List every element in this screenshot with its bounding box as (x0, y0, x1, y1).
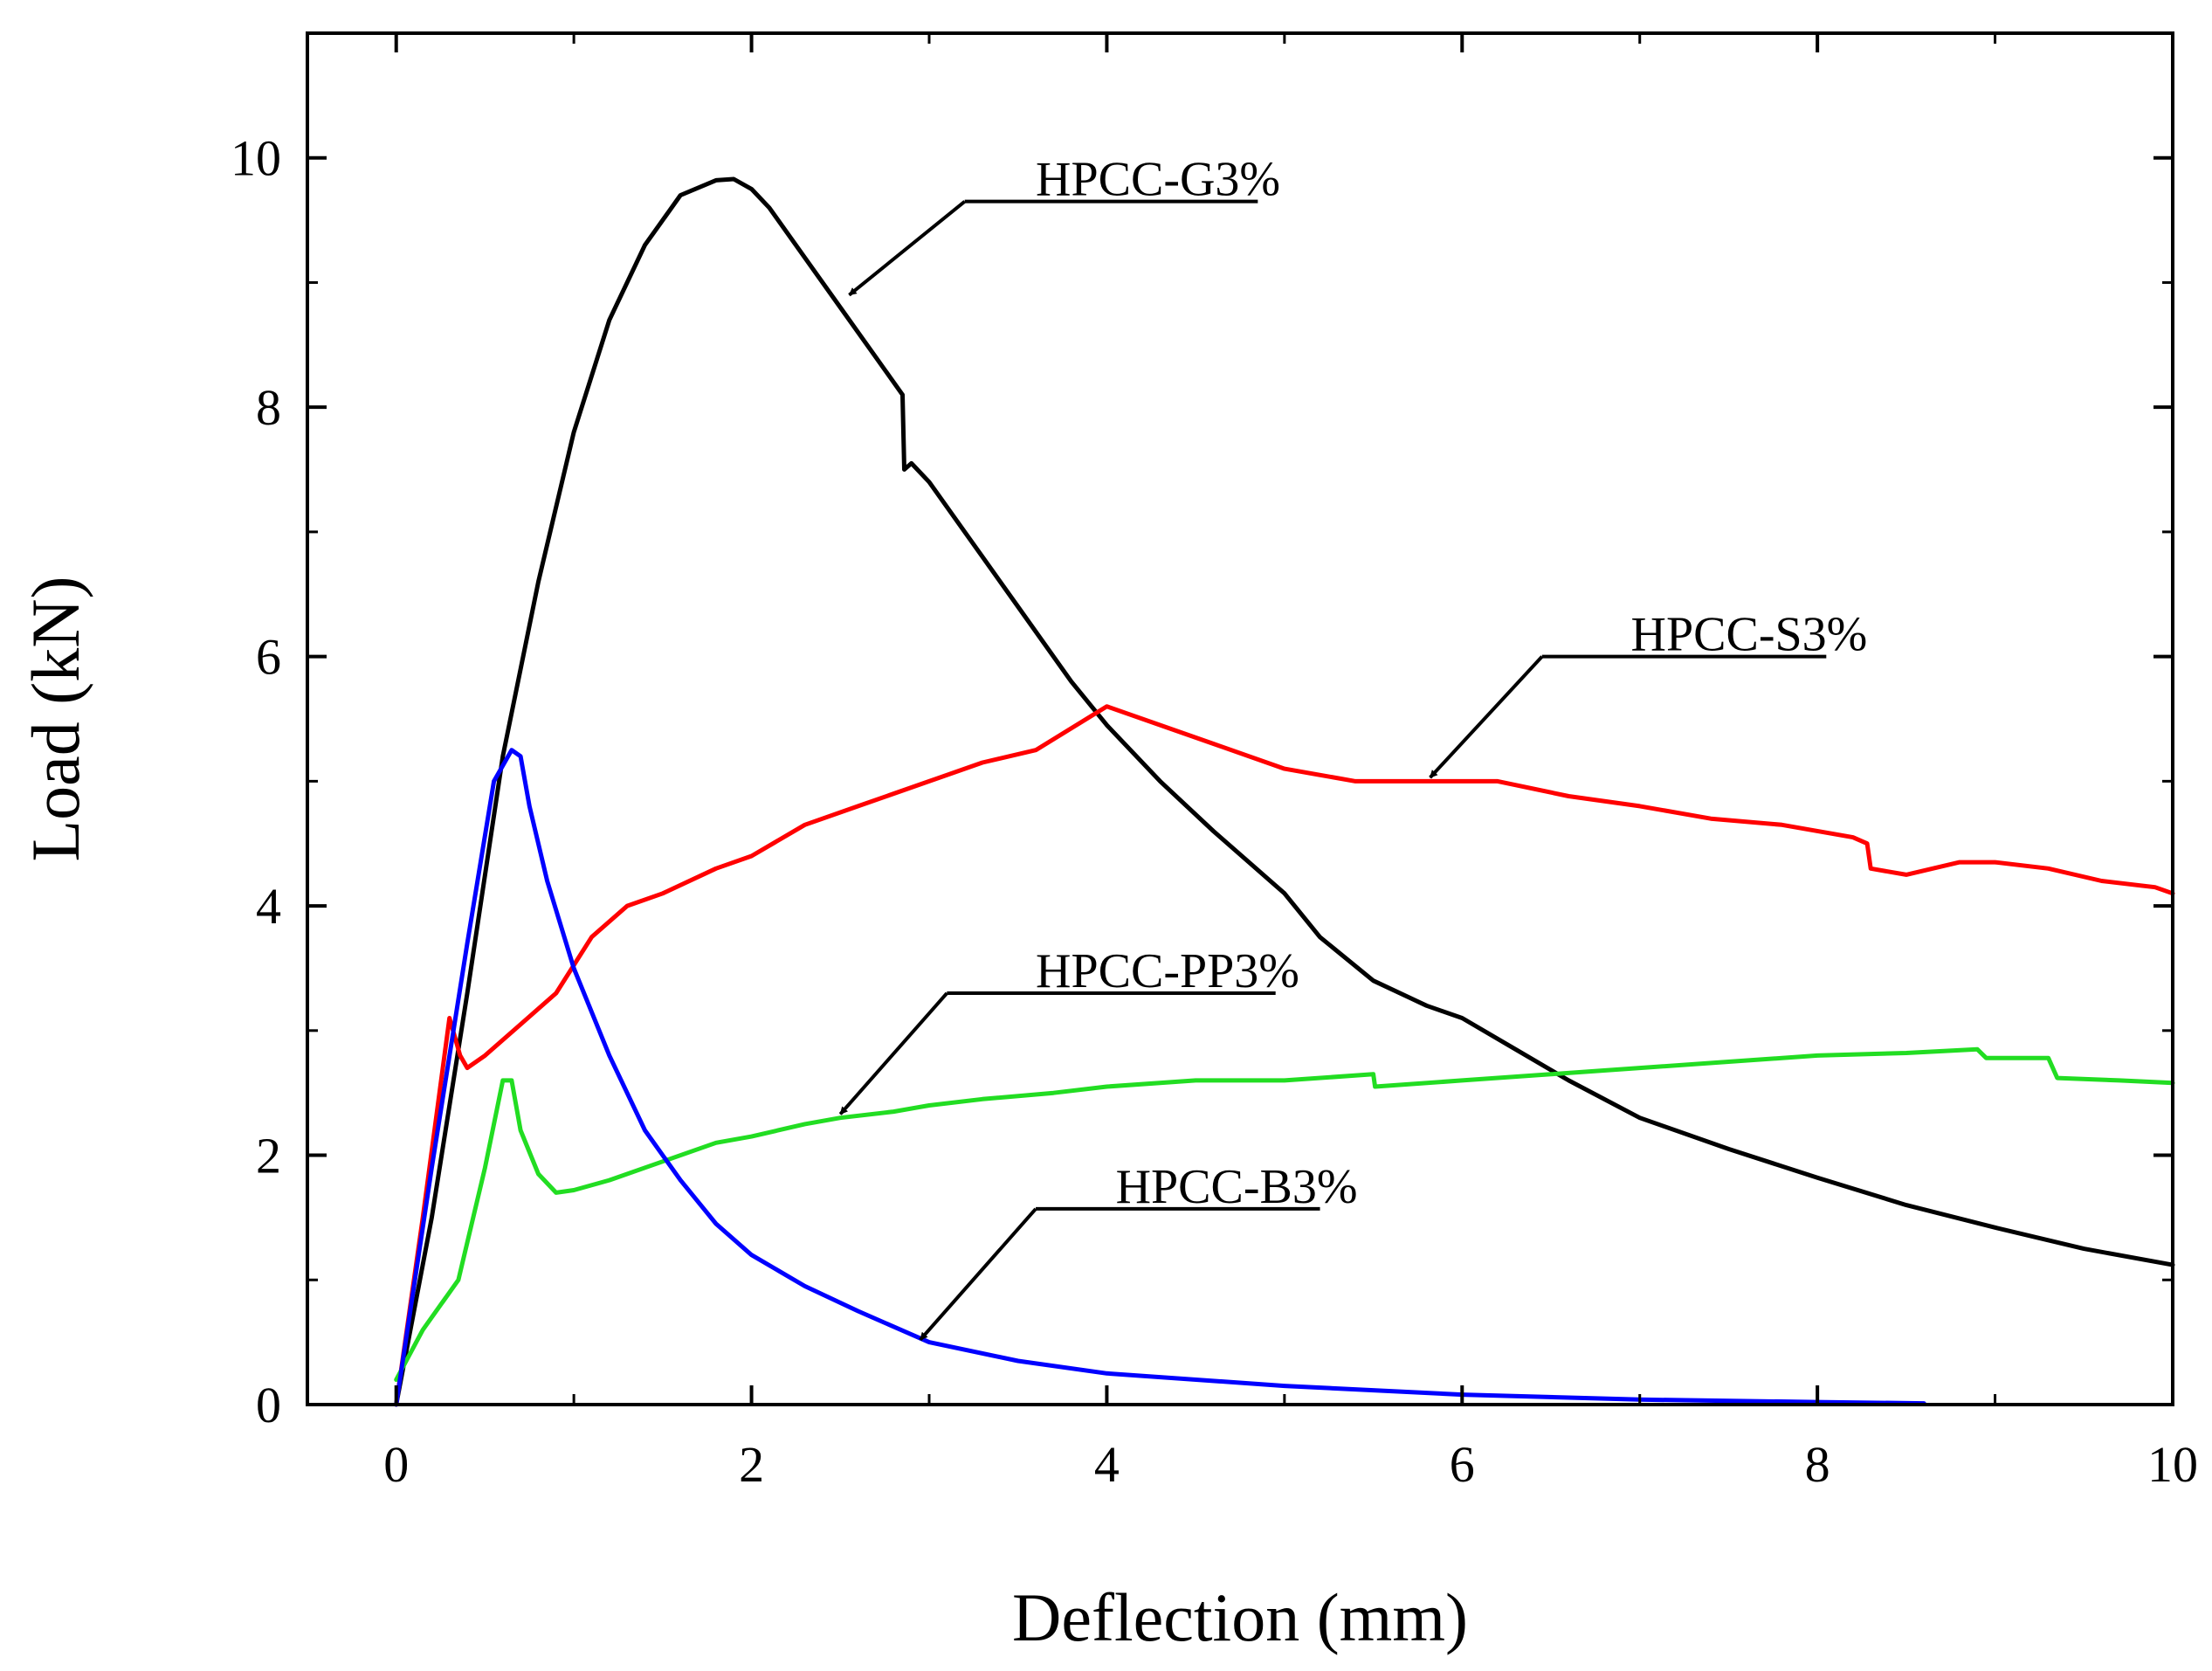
series-line-hpcc-s3 (394, 704, 2175, 1407)
x-tick-label: 4 (1094, 1436, 1120, 1493)
x-tick-label: 2 (739, 1436, 764, 1493)
x-axis-title: Deflection (mm) (1012, 1579, 1468, 1655)
series-line-hpcc-g3 (394, 176, 2175, 1407)
x-tick-label: 0 (383, 1436, 409, 1493)
series-line-hpcc-pp3 (394, 1046, 2175, 1382)
y-tick-label: 8 (256, 379, 281, 436)
annotation-arrow-hpcc-s3 (1429, 655, 1544, 779)
y-tick-label: 0 (256, 1377, 281, 1433)
x-tick-label: 6 (1450, 1436, 1475, 1493)
y-axis-title: Load (kN) (17, 576, 93, 861)
y-tick-label: 6 (256, 629, 281, 686)
x-tick-label: 10 (2147, 1436, 2198, 1493)
y-tick-label: 4 (256, 878, 281, 935)
annotation-layer: HPCC-G3% HPCC-S3% HPCC-PP3% HPCC-B3% (838, 153, 1868, 1342)
series-line-hpcc-b3 (394, 748, 1926, 1407)
annotation-arrow-hpcc-g3 (848, 200, 966, 297)
annotation-label-hpcc-g3: HPCC-G3% (1036, 153, 1280, 207)
annotation-label-hpcc-b3: HPCC-B3% (1116, 1160, 1358, 1214)
x-tick-label: 8 (1805, 1436, 1830, 1493)
series-layer (394, 176, 2175, 1407)
annotation-arrow-hpcc-pp3 (838, 991, 948, 1115)
plot-frame (306, 31, 2174, 1406)
annotation-label-hpcc-pp3: HPCC-PP3% (1036, 944, 1299, 998)
ticks-layer: 0 2 4 6 8 10 0 2 4 6 8 10 (231, 33, 2198, 1493)
annotation-label-hpcc-s3: HPCC-S3% (1631, 608, 1868, 662)
annotation-arrow-hpcc-b3 (919, 1207, 1037, 1342)
y-tick-label: 2 (256, 1128, 281, 1184)
y-tick-label: 10 (231, 130, 281, 187)
